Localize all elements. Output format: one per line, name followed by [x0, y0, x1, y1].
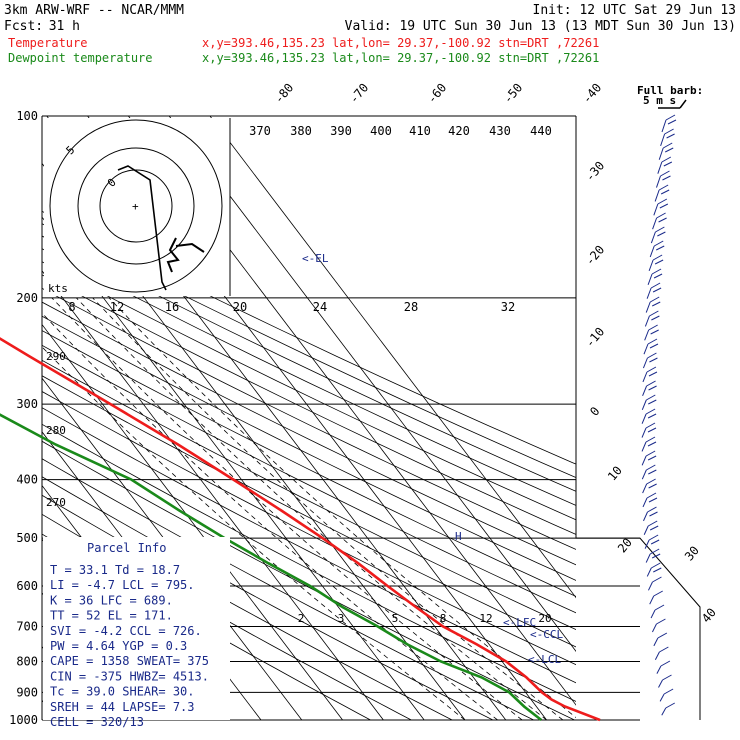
mixing-ratio-label: 8 — [440, 612, 447, 625]
wind-profile: Full barb: 5 m s — [637, 84, 703, 716]
pressure-label-500: 500 — [16, 531, 38, 545]
hodograph-outer-ring — [49, 119, 223, 293]
parcel-info-row: CELL = 320/13 — [50, 715, 144, 729]
pressure-label-200: 200 — [16, 291, 38, 305]
pressure-label-600: 600 — [16, 579, 38, 593]
theta-label: 370 — [249, 124, 271, 138]
skewed-temp-label: 40 — [699, 605, 719, 625]
parcel-info-row: T = 33.1 Td = 18.7 — [50, 563, 180, 577]
wind-barb-units: 5 m s — [643, 94, 676, 107]
moist-adiabats — [42, 297, 576, 720]
skewed-temp-label: -40 — [580, 81, 605, 107]
pressure-label-100: 100 — [16, 109, 38, 123]
pressure-label-800: 800 — [16, 654, 38, 668]
mixing-ratio-label: 20 — [538, 612, 551, 625]
hodograph-axis-label: 24 — [313, 300, 327, 314]
model-title: 3km ARW-WRF -- NCAR/MMM — [4, 3, 184, 18]
pressure-label-400: 400 — [16, 473, 38, 487]
freezing-level-marker: H — [455, 530, 462, 543]
hodograph: + 5 0 kts — [44, 118, 231, 296]
dewpoint-legend: Dewpoint temperature — [8, 51, 153, 65]
skewed-temp-label: -20 — [583, 243, 608, 269]
parcel-info-panel: Parcel Info T = 33.1 Td = 18.7LI = -4.7 … — [43, 537, 230, 729]
el-marker: <-EL — [302, 252, 329, 265]
mixing-ratio-label: 5 — [392, 612, 399, 625]
hodograph-axis-label: 16 — [165, 300, 179, 314]
temperature-location: x,y=393.46,135.23 lat,lon= 29.37,-100.92… — [202, 36, 599, 50]
lfc-marker: <-LFC — [503, 616, 536, 629]
side-theta-label: 290 — [46, 350, 66, 363]
skewed-temp-label: -30 — [583, 159, 608, 185]
theta-label: 430 — [489, 124, 511, 138]
skewed-temp-label: -60 — [425, 81, 450, 107]
fcst-label: Fcst: — [4, 19, 43, 34]
hodograph-axis-label: 8 — [68, 300, 75, 314]
parcel-info-row: Tc = 39.0 SHEAR= 30. — [50, 685, 195, 699]
lcl-marker: <-LCL — [528, 653, 561, 666]
skewed-temp-label: -50 — [501, 81, 526, 107]
valid-time: Valid: 19 UTC Sun 30 Jun 13 (13 MDT Sun … — [345, 19, 736, 34]
parcel-info-row: PW = 4.64 YGP = 0.3 — [50, 639, 187, 653]
parcel-info-row: LI = -4.7 LCL = 795. — [50, 578, 195, 592]
skewed-temp-label: 0 — [587, 404, 602, 419]
parcel-info-row: K = 36 LFC = 689. — [50, 593, 173, 607]
hodograph-inner-ring — [99, 169, 173, 243]
side-theta-label: 280 — [46, 424, 66, 437]
init-time: Init: 12 UTC Sat 29 Jun 13 — [533, 3, 737, 18]
parcel-info-title: Parcel Info — [87, 541, 166, 555]
theta-label: 440 — [530, 124, 552, 138]
theta-label: 380 — [290, 124, 312, 138]
parcel-info-row: CAPE = 1358 SWEAT= 375 — [50, 654, 209, 668]
temperature-legend: Temperature — [8, 36, 87, 50]
theta-label: 420 — [448, 124, 470, 138]
mixing-ratio-label: 3 — [338, 612, 345, 625]
storm-motion-tail — [175, 242, 205, 253]
hodograph-axis-label: 12 — [110, 300, 124, 314]
hodograph-center-mark: + — [132, 200, 139, 213]
storm-motion-arrow — [166, 237, 180, 273]
parcel-info-row: CIN = -375 HWBZ= 4513. — [50, 669, 209, 683]
hodograph-middle-ring — [77, 147, 195, 265]
hodograph-trace — [117, 165, 167, 291]
skewed-temp-label: -80 — [272, 81, 297, 107]
parcel-info-row: SREH = 44 LAPSE= 7.3 — [50, 700, 195, 714]
parcel-info-row: TT = 52 EL = 171. — [50, 609, 173, 623]
pressure-label-900: 900 — [16, 685, 38, 699]
parcel-info-row: SVI = -4.2 CCL = 726. — [50, 624, 202, 638]
skewed-temp-label: -10 — [583, 325, 608, 351]
hodograph-axis-label: 32 — [501, 300, 515, 314]
theta-label: 410 — [409, 124, 431, 138]
side-theta-label: 270 — [46, 496, 66, 509]
theta-label: 390 — [330, 124, 352, 138]
dewpoint-location: x,y=393.46,135.23 lat,lon= 29.37,-100.92… — [202, 51, 599, 65]
wind-barb-key: Full barb: — [637, 84, 703, 97]
pressure-label-300: 300 — [16, 397, 38, 411]
fcst-value: 31 h — [49, 19, 80, 34]
mixing-ratio-label: 2 — [298, 612, 305, 625]
theta-label: 400 — [370, 124, 392, 138]
skewed-temp-label: 10 — [605, 463, 625, 483]
skewed-temp-label: -70 — [347, 81, 372, 107]
pressure-label-1000: 1000 — [9, 713, 38, 727]
skewed-temp-label: 30 — [682, 543, 702, 563]
pressure-label-700: 700 — [16, 619, 38, 633]
temperature-profile — [0, 337, 601, 722]
mixing-ratio-label: 12 — [479, 612, 492, 625]
hodograph-axis-label: 20 — [233, 300, 247, 314]
hodograph-axis-label: 28 — [404, 300, 418, 314]
ccl-marker: <-CCL — [530, 628, 563, 641]
hodograph-units: kts — [48, 282, 68, 295]
hodograph-axis-labels: 8 12 16 20 24 28 32 — [68, 300, 515, 314]
